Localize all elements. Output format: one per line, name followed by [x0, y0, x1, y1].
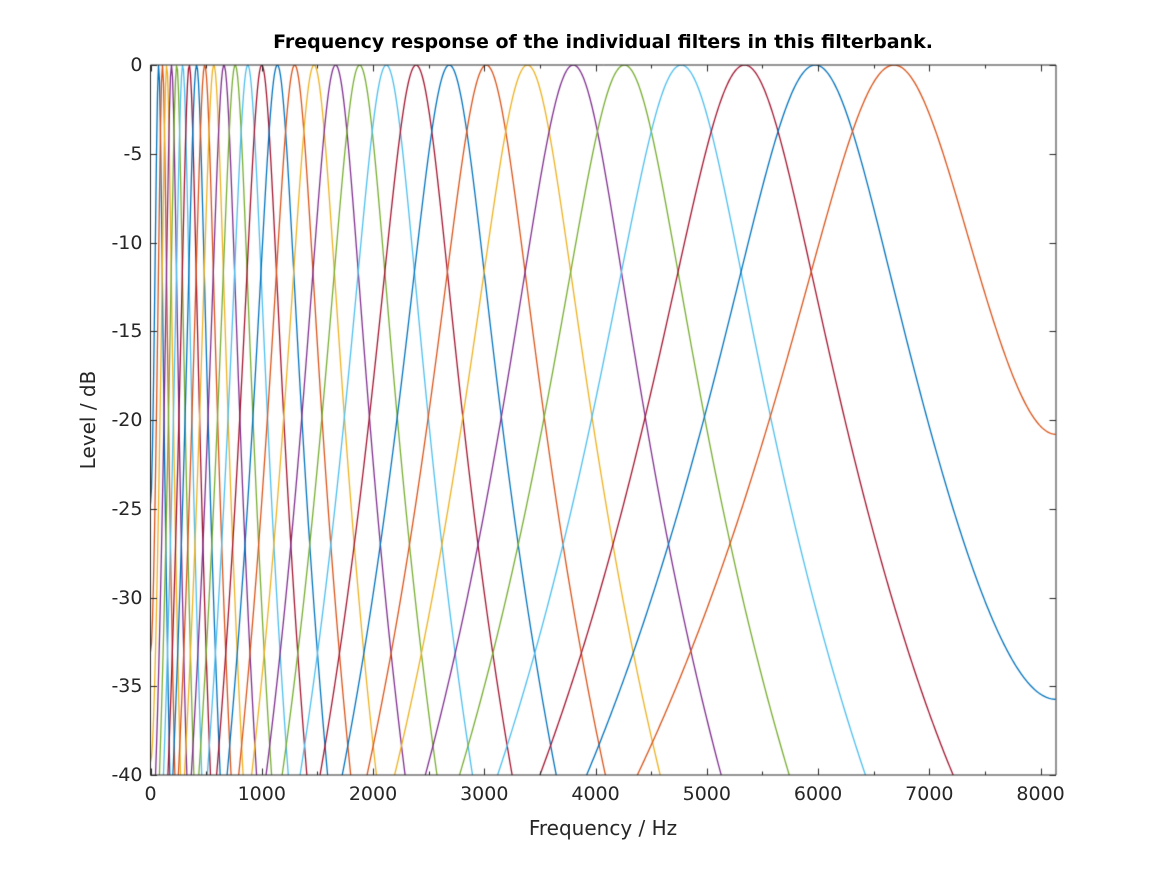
x-tick-label: 6000	[793, 783, 843, 805]
y-tick-label: -10	[111, 231, 143, 254]
x-tick-label: 1000	[237, 783, 286, 805]
x-tick-label: 0	[144, 783, 157, 805]
x-axis-label: Frequency / Hz	[528, 816, 678, 840]
x-tick-label: 7000	[905, 783, 954, 805]
y-tick-label: -40	[111, 764, 143, 786]
x-tick-label: 8000	[1016, 783, 1065, 805]
x-tick-label: 4000	[571, 783, 620, 805]
x-tick-label: 3000	[460, 783, 509, 805]
y-tick-label: -25	[111, 497, 143, 520]
y-tick-label: -5	[123, 142, 143, 165]
y-tick-label: -15	[111, 320, 143, 343]
y-tick-label: -35	[111, 675, 143, 698]
y-tick-label: -20	[111, 409, 143, 431]
x-tick-label: 2000	[348, 783, 398, 805]
chart-title: Frequency response of the individual fil…	[273, 31, 933, 53]
y-tick-label: 0	[130, 54, 143, 76]
x-tick-label: 5000	[682, 783, 731, 805]
y-tick-label: -30	[111, 586, 143, 609]
